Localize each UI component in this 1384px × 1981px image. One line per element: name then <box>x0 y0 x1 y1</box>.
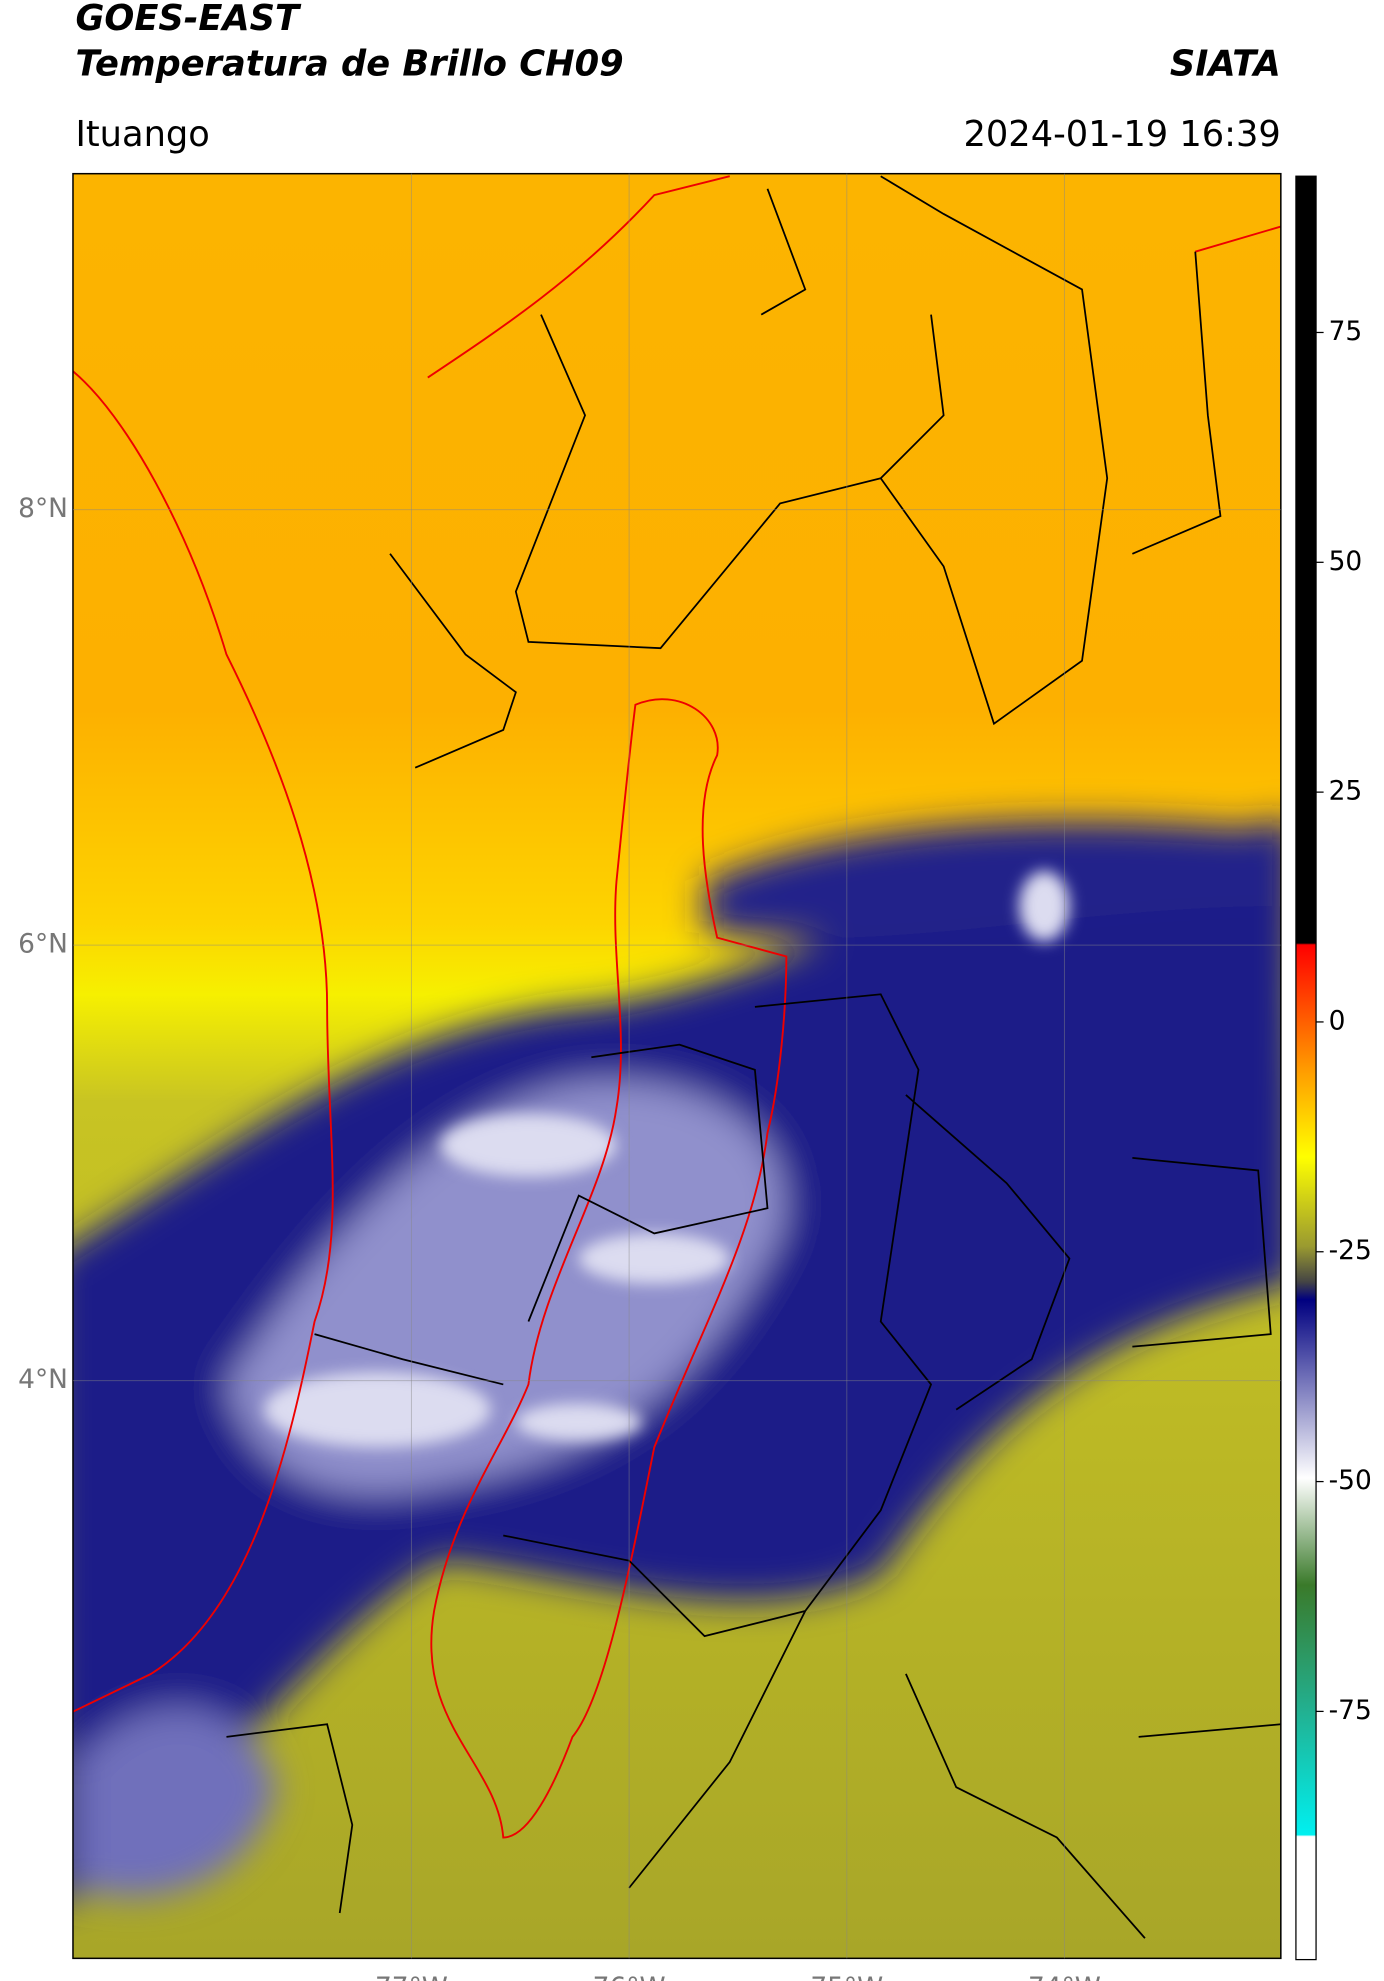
colorbar-tick-label: -25 <box>1329 1235 1372 1266</box>
subtitle: Temperatura de Brillo CH09 <box>75 43 623 84</box>
colorbar-tick-label: 25 <box>1329 776 1363 807</box>
lon-tick-label: 76°W <box>593 1972 666 1981</box>
title: GOES-EAST <box>75 0 302 39</box>
colorbar <box>1295 175 1317 1961</box>
colorbar-tick-label: 50 <box>1329 546 1363 577</box>
map-frame <box>72 172 1282 1960</box>
lat-tick-label: 6°N <box>18 929 68 960</box>
lon-tick-label: 74°W <box>1028 1972 1101 1981</box>
colorbar-tick-label: 75 <box>1329 316 1363 347</box>
colorbar-tick-label: -75 <box>1329 1695 1372 1726</box>
colorbar-tick-label: -50 <box>1329 1465 1372 1496</box>
lon-tick-label: 77°W <box>375 1972 448 1981</box>
brand: SIATA <box>1170 43 1281 84</box>
lon-tick-label: 75°W <box>810 1972 883 1981</box>
location: Ituango <box>75 114 209 155</box>
lat-tick-label: 8°N <box>18 493 68 524</box>
satellite-image <box>72 173 1281 1959</box>
lat-tick-label: 4°N <box>18 1364 68 1395</box>
colorbar-tick-label: 0 <box>1329 1005 1346 1036</box>
datetime: 2024-01-19 16:39 <box>964 114 1281 155</box>
